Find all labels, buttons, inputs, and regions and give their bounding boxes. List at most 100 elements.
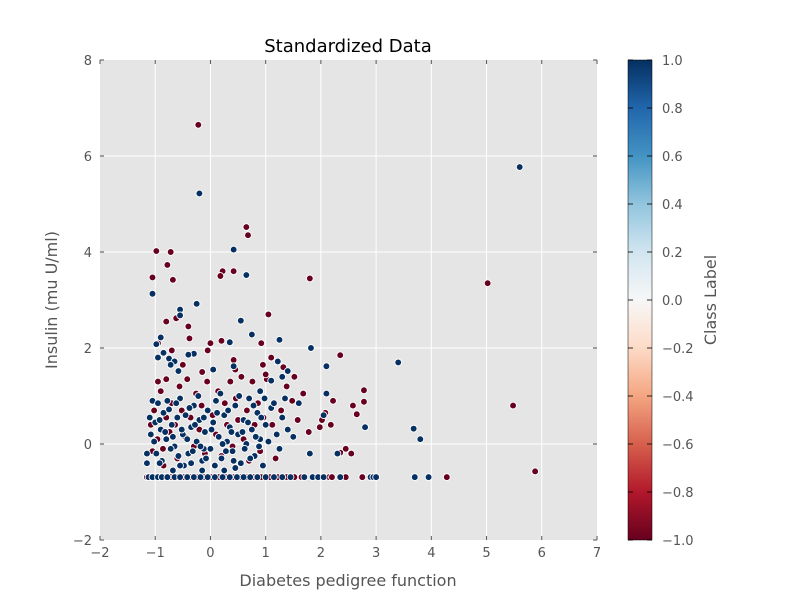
axis-ticks: −2 −1 0 1 2 3 4 5 6 7 −2 0 2 4 6 8	[73, 54, 601, 561]
data-point-class-pos	[166, 444, 175, 453]
data-point-class-pos	[155, 459, 164, 468]
data-point-class-neg	[197, 401, 206, 410]
data-point-class-pos	[270, 473, 278, 481]
colorbar-tick-label: −1.0	[662, 534, 694, 549]
data-point-class-pos	[229, 456, 238, 465]
data-point-class-neg	[277, 406, 285, 415]
data-point-class-pos	[278, 473, 287, 481]
y-tick-label: 8	[84, 54, 92, 69]
data-point-class-neg	[198, 368, 207, 376]
data-point-class-neg	[162, 375, 171, 384]
data-point-class-pos	[203, 406, 212, 415]
data-point-class-neg	[268, 420, 277, 429]
data-point-class-pos	[148, 289, 157, 298]
data-point-class-pos	[188, 447, 197, 456]
data-point-class-neg	[226, 377, 235, 386]
data-point-class-pos	[203, 473, 212, 481]
data-point-class-neg	[169, 275, 177, 284]
data-point-class-pos	[187, 459, 195, 468]
data-point-class-pos	[209, 365, 218, 374]
data-point-class-pos	[218, 473, 227, 481]
data-point-class-pos	[202, 454, 210, 463]
data-point-class-pos	[242, 271, 251, 279]
data-point-class-pos	[212, 396, 220, 405]
data-point-class-pos	[162, 435, 171, 444]
x-tick-label: −2	[90, 546, 109, 561]
data-point-class-neg	[167, 346, 176, 355]
data-point-class-neg	[264, 310, 273, 319]
data-point-class-pos	[174, 452, 183, 460]
data-point-class-neg	[288, 396, 297, 405]
x-tick-label: 6	[538, 546, 546, 561]
x-tick-label: 3	[372, 546, 380, 561]
data-point-class-neg	[166, 248, 175, 256]
data-point-class-neg	[216, 272, 225, 280]
data-point-class-pos	[194, 392, 203, 400]
x-tick-label: 4	[427, 546, 435, 561]
data-point-class-neg	[243, 406, 251, 415]
x-tick-label: −1	[146, 546, 165, 561]
colorbar-tick-label: 0.6	[662, 150, 683, 165]
colorbar-tick-label: 0.8	[662, 102, 683, 117]
data-point-class-neg	[509, 401, 517, 410]
data-point-class-pos	[183, 435, 192, 444]
data-point-class-neg	[336, 351, 345, 360]
data-point-class-pos	[248, 425, 256, 434]
colorbar-tick-label: −0.8	[662, 486, 694, 501]
data-point-class-pos	[236, 316, 245, 325]
data-point-class-pos	[283, 367, 292, 375]
data-point-class-neg	[184, 322, 193, 331]
data-point-class-pos	[322, 362, 331, 371]
data-point-class-pos	[257, 413, 266, 422]
data-point-class-neg	[360, 386, 368, 395]
data-point-class-pos	[278, 372, 287, 381]
colorbar-tick-label: −0.4	[662, 390, 694, 405]
data-point-class-neg	[185, 334, 194, 343]
y-tick-label: 2	[84, 342, 92, 357]
colorbar-tick-label: 0.2	[662, 246, 683, 261]
data-point-class-pos	[261, 473, 270, 481]
data-point-class-pos	[264, 437, 273, 446]
data-point-class-pos	[224, 406, 232, 415]
data-point-class-neg	[148, 273, 157, 282]
data-point-class-pos	[319, 473, 328, 481]
colorbar-tick-label: −0.6	[662, 438, 694, 453]
data-point-class-neg	[175, 382, 184, 391]
data-point-class-pos	[361, 423, 369, 432]
data-point-class-neg	[220, 399, 229, 408]
data-point-class-pos	[416, 435, 425, 444]
data-point-class-pos	[289, 432, 298, 441]
data-point-class-pos	[209, 418, 218, 427]
data-point-class-pos	[165, 405, 173, 414]
data-point-class-pos	[409, 424, 418, 433]
data-point-class-pos	[213, 408, 221, 417]
data-point-class-pos	[167, 420, 176, 429]
data-point-class-pos	[239, 473, 248, 481]
data-point-class-pos	[248, 330, 256, 339]
data-point-class-pos	[198, 466, 207, 475]
data-point-class-pos	[267, 376, 276, 385]
data-point-class-pos	[261, 420, 270, 429]
data-point-class-pos	[206, 444, 215, 453]
data-point-class-pos	[185, 404, 194, 412]
data-point-class-pos	[515, 163, 524, 171]
data-point-class-pos	[166, 360, 175, 369]
data-point-class-pos	[218, 440, 227, 448]
data-point-class-neg	[271, 454, 280, 463]
data-point-class-neg	[242, 223, 251, 231]
data-point-class-pos	[410, 473, 419, 481]
plot-area	[100, 60, 597, 540]
data-point-class-neg	[360, 397, 368, 406]
data-point-class-pos	[176, 461, 184, 470]
data-point-class-pos	[173, 413, 182, 422]
y-tick-label: 0	[84, 438, 92, 453]
data-point-class-pos	[228, 447, 237, 456]
data-point-class-pos	[196, 473, 205, 481]
data-point-class-pos	[275, 444, 284, 453]
data-point-class-pos	[273, 357, 282, 366]
data-point-class-pos	[394, 358, 403, 367]
data-point-class-pos	[192, 299, 201, 308]
data-point-class-neg	[156, 387, 165, 396]
data-point-class-pos	[272, 430, 281, 439]
